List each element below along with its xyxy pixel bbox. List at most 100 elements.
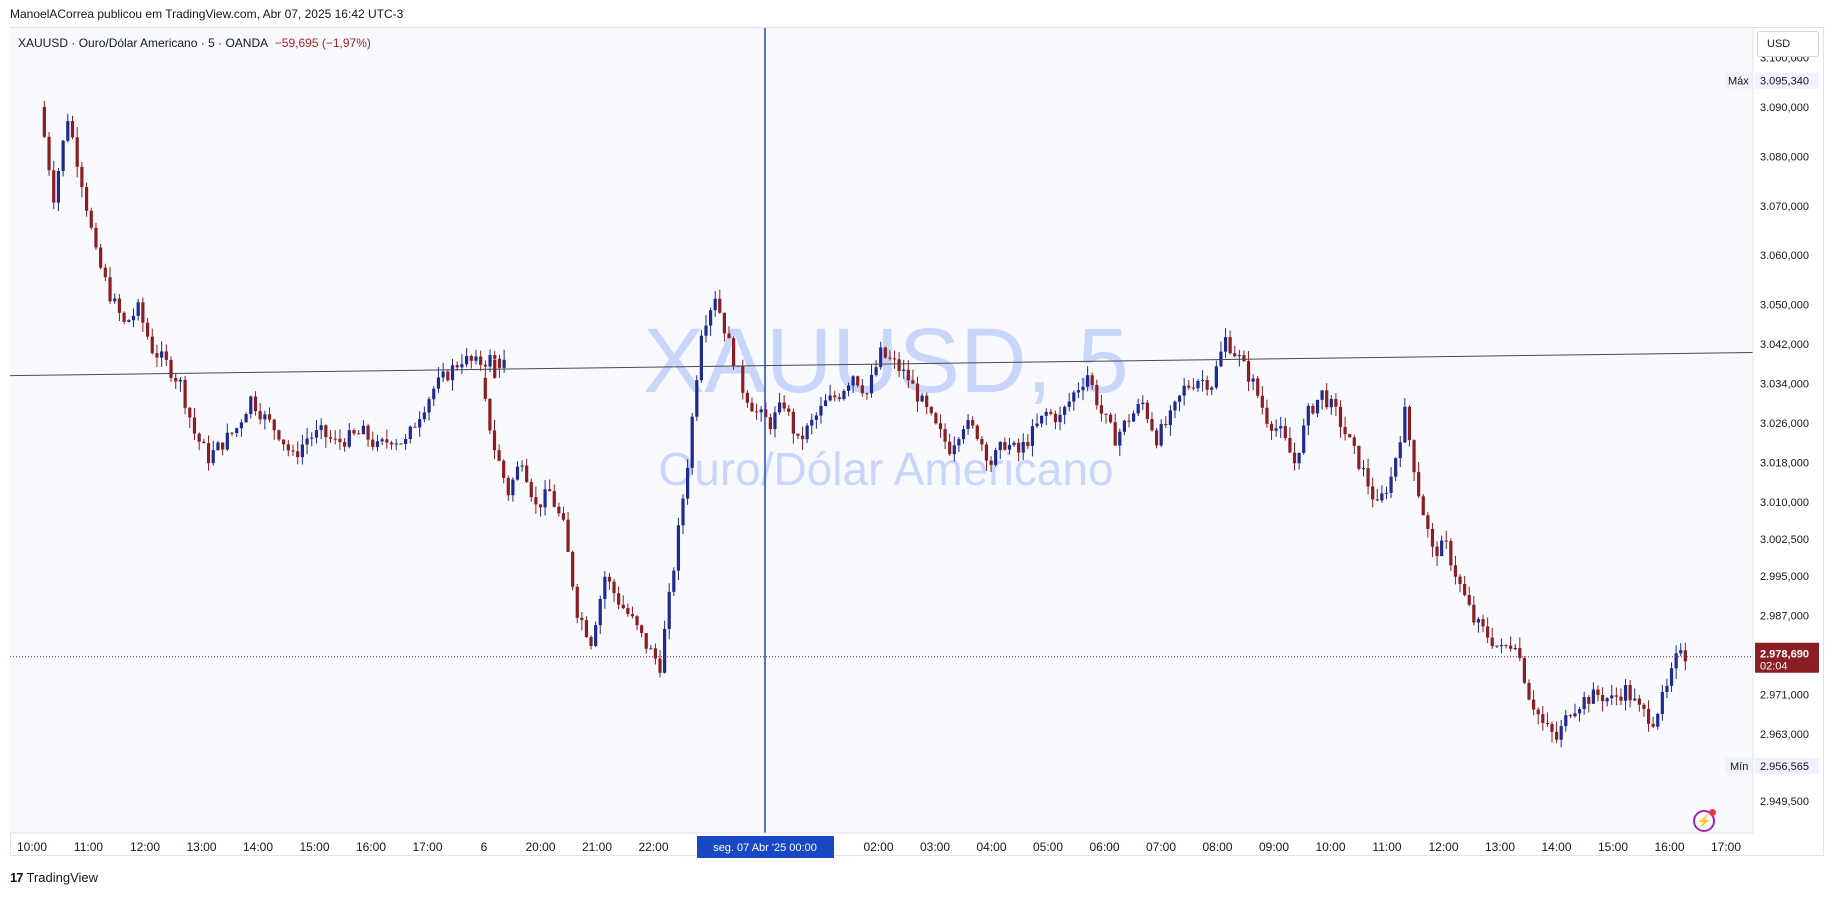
candle-body bbox=[1513, 647, 1517, 649]
candle-body bbox=[1426, 515, 1430, 529]
candle-body bbox=[892, 358, 897, 360]
symbol-legend[interactable]: XAUUSD · Ouro/Dólar Americano · 5 · OAND… bbox=[18, 36, 371, 50]
candle-body bbox=[1669, 668, 1674, 686]
candle-body bbox=[333, 438, 337, 440]
candle-body bbox=[1384, 492, 1389, 494]
candle-body bbox=[1361, 468, 1366, 470]
candle-body bbox=[557, 506, 561, 514]
candle-body bbox=[998, 441, 1002, 451]
candle-body bbox=[1679, 650, 1683, 654]
candle-body bbox=[952, 445, 956, 455]
candle-body bbox=[1035, 423, 1039, 427]
candle-body bbox=[598, 598, 602, 626]
price-tick-label: 2.987,000 bbox=[1760, 611, 1809, 623]
time-tick-label: 06:00 bbox=[1089, 840, 1119, 854]
candle-body bbox=[483, 364, 487, 367]
candle-body bbox=[681, 498, 685, 526]
candle-body bbox=[989, 460, 993, 465]
candle-body bbox=[432, 388, 436, 400]
candle-body bbox=[310, 437, 314, 439]
candle-body bbox=[197, 433, 201, 442]
candle-body bbox=[649, 648, 653, 650]
candle-body bbox=[1366, 468, 1370, 487]
candle-body bbox=[865, 393, 869, 395]
candle-body bbox=[1256, 378, 1260, 396]
price-tick-label: 3.090,000 bbox=[1760, 102, 1809, 114]
candle-body bbox=[296, 451, 300, 458]
candle-body bbox=[1683, 650, 1687, 662]
symbol-interval[interactable]: 5 bbox=[208, 36, 215, 50]
candle-body bbox=[394, 443, 398, 445]
candle-body bbox=[1412, 440, 1416, 473]
candle-body bbox=[966, 420, 970, 430]
candle-body bbox=[1536, 709, 1540, 715]
candle-body bbox=[1164, 424, 1168, 426]
candle-body bbox=[1509, 645, 1513, 649]
candle-body bbox=[1417, 472, 1421, 497]
candle-body bbox=[1076, 390, 1081, 393]
candle-body bbox=[1619, 696, 1623, 701]
candle-body bbox=[1131, 413, 1136, 422]
currency-button[interactable]: USD bbox=[1757, 31, 1819, 57]
candle-body bbox=[404, 439, 408, 444]
candle-body bbox=[380, 439, 384, 442]
candle-body bbox=[1564, 715, 1568, 727]
symbol-broker: OANDA bbox=[225, 36, 269, 50]
candle-body bbox=[580, 617, 584, 621]
candle-body bbox=[626, 608, 630, 615]
candle-body bbox=[906, 369, 910, 381]
candle-body bbox=[819, 405, 823, 416]
last-price-label-bg bbox=[1755, 642, 1819, 673]
price-tick-label: 2.963,000 bbox=[1760, 729, 1809, 741]
candle-body bbox=[1260, 395, 1264, 408]
candle-body bbox=[1481, 619, 1485, 627]
candle-body bbox=[1633, 698, 1637, 701]
candle-body bbox=[777, 402, 782, 413]
symbol-ticker[interactable]: XAUUSD bbox=[18, 36, 69, 50]
time-tick-label: 09:00 bbox=[1259, 840, 1289, 854]
candle-body bbox=[617, 593, 621, 605]
candle-body bbox=[1674, 653, 1678, 669]
candle-body bbox=[141, 302, 145, 323]
candle-body bbox=[768, 417, 772, 429]
candle-body bbox=[42, 107, 46, 137]
tradingview-brand[interactable]: 17 TradingView bbox=[10, 870, 98, 885]
candle-body bbox=[1380, 493, 1384, 501]
candle-body bbox=[764, 409, 768, 418]
candle-body bbox=[1219, 351, 1223, 367]
candle-body bbox=[1081, 386, 1085, 391]
candle-body bbox=[1274, 428, 1278, 431]
time-tick-label: 15:00 bbox=[1598, 840, 1628, 854]
trend-line[interactable] bbox=[9, 351, 1754, 377]
candle-body bbox=[1582, 697, 1586, 710]
candle-body bbox=[1182, 385, 1186, 396]
candle-body bbox=[84, 187, 89, 211]
candle-body bbox=[800, 435, 805, 440]
candle-body bbox=[1600, 695, 1605, 702]
max-value: 3.095,340 bbox=[1760, 76, 1809, 88]
candle-body bbox=[1049, 411, 1053, 414]
candle-body bbox=[603, 576, 607, 599]
candle-body bbox=[695, 380, 699, 417]
candle-body bbox=[1099, 405, 1104, 414]
candle-body bbox=[113, 298, 117, 302]
price-tick-label: 3.050,000 bbox=[1760, 300, 1809, 312]
time-tick-label: 13:00 bbox=[186, 840, 216, 854]
candle-body bbox=[571, 551, 575, 587]
candle-body bbox=[1026, 441, 1030, 446]
candle-body bbox=[371, 439, 375, 448]
candle-body bbox=[169, 359, 173, 378]
time-tick-label: 17:00 bbox=[412, 840, 442, 854]
candle-body bbox=[249, 396, 253, 415]
candle-body bbox=[225, 432, 229, 450]
crosshair-time-label: seg. 07 Abr '25 00:00 bbox=[713, 842, 817, 854]
candle-body bbox=[1200, 380, 1205, 382]
candle-body bbox=[1532, 699, 1536, 710]
lightning-icon[interactable]: ⚡ bbox=[1693, 809, 1716, 832]
candle-body bbox=[1660, 691, 1664, 714]
candle-body bbox=[1150, 419, 1154, 431]
candle-body bbox=[1628, 685, 1632, 701]
candle-body bbox=[1463, 584, 1467, 596]
price-tick-label: 3.060,000 bbox=[1760, 250, 1809, 262]
